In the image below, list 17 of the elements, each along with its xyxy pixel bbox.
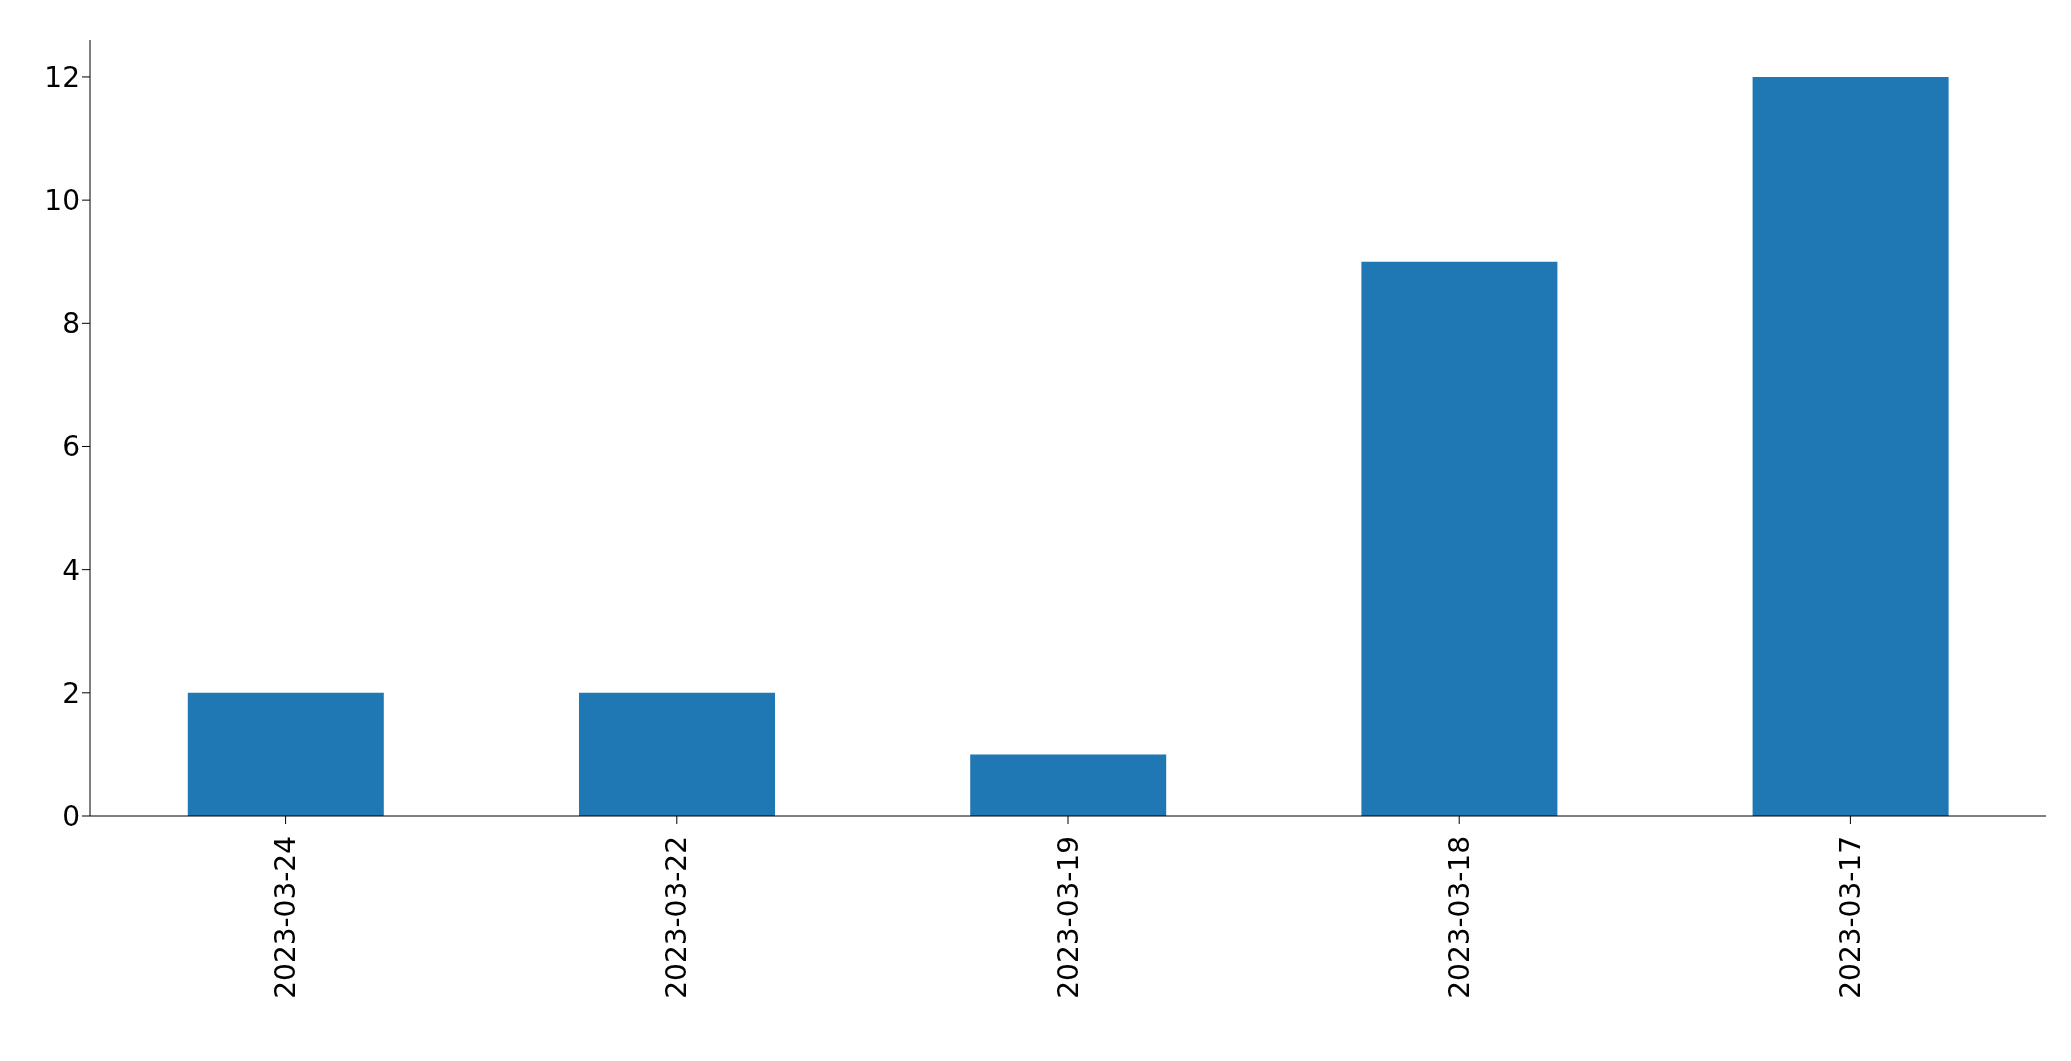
x-tick-label: 2023-03-22 [660,836,694,999]
y-tick-label: 10 [44,184,80,218]
y-tick-label: 4 [62,553,80,587]
bar [187,692,384,816]
x-tick-label: 2023-03-24 [269,836,303,999]
bar [579,692,775,816]
y-tick-label: 8 [62,307,80,341]
x-tick-label: 2023-03-18 [1442,836,1476,999]
y-tick-label: 0 [62,799,80,833]
bar [970,754,1167,816]
bar [1752,76,1949,816]
bar [1361,261,1558,816]
x-tick-label: 2023-03-19 [1051,836,1085,999]
y-tick-label: 12 [44,60,80,94]
y-tick-label: 2 [62,676,80,710]
x-tick-label: 2023-03-17 [1833,836,1867,999]
y-tick-label: 6 [62,430,80,464]
